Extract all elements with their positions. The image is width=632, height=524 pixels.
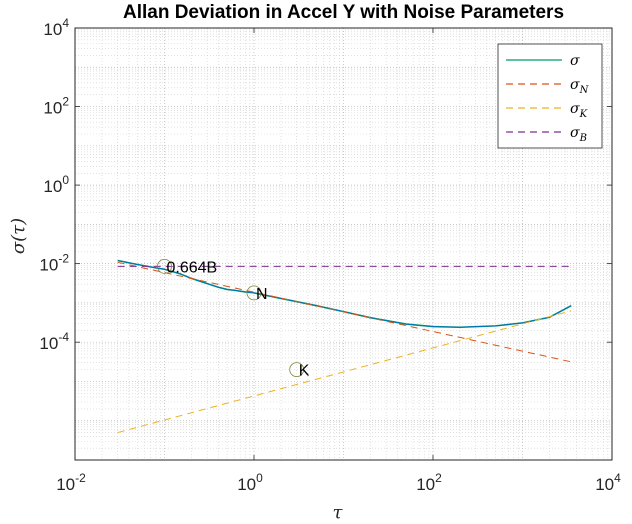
y-tick-label: 102 <box>43 95 69 118</box>
annotations: 0.664B N K <box>157 259 310 380</box>
annotation-marker <box>289 362 305 378</box>
legend-entry-label: σ <box>570 53 580 69</box>
series-line-sigma-n <box>117 261 572 363</box>
tick-labels: 10-2 100 102 104 10-4 10-2 100 102 104 <box>39 16 621 494</box>
series-line-sigma-k <box>117 310 572 434</box>
annotation-marker <box>246 285 262 301</box>
annotation-label: K <box>299 363 310 380</box>
x-tick-label: 102 <box>416 471 442 494</box>
series-lines <box>117 259 572 434</box>
y-axis-label: σ(τ) <box>8 218 29 254</box>
annotation-label: 0.664B <box>167 259 218 276</box>
y-tick-label: 100 <box>43 173 69 196</box>
series-line-sigma <box>117 260 572 328</box>
x-tick-label: 104 <box>595 471 621 494</box>
legend-entry-label: σN <box>570 77 590 96</box>
legend: σ σN σK σB <box>497 43 603 149</box>
axes-box <box>74 27 613 461</box>
x-tick-label: 10-2 <box>56 471 86 494</box>
annotation-marker <box>157 259 172 274</box>
y-tick-label: 104 <box>43 16 69 39</box>
y-tick-label: 10-2 <box>39 252 69 275</box>
chart-title: Allan Deviation in Accel Y with Noise Pa… <box>123 2 564 23</box>
annotation-label: N <box>256 286 268 303</box>
legend-entry-label: σB <box>570 125 587 144</box>
legend-box <box>497 43 603 149</box>
y-tick-label: 10-4 <box>39 330 69 353</box>
legend-entry-label: σK <box>570 101 588 120</box>
x-axis-label: τ <box>333 502 344 523</box>
x-tick-label: 100 <box>237 471 263 494</box>
